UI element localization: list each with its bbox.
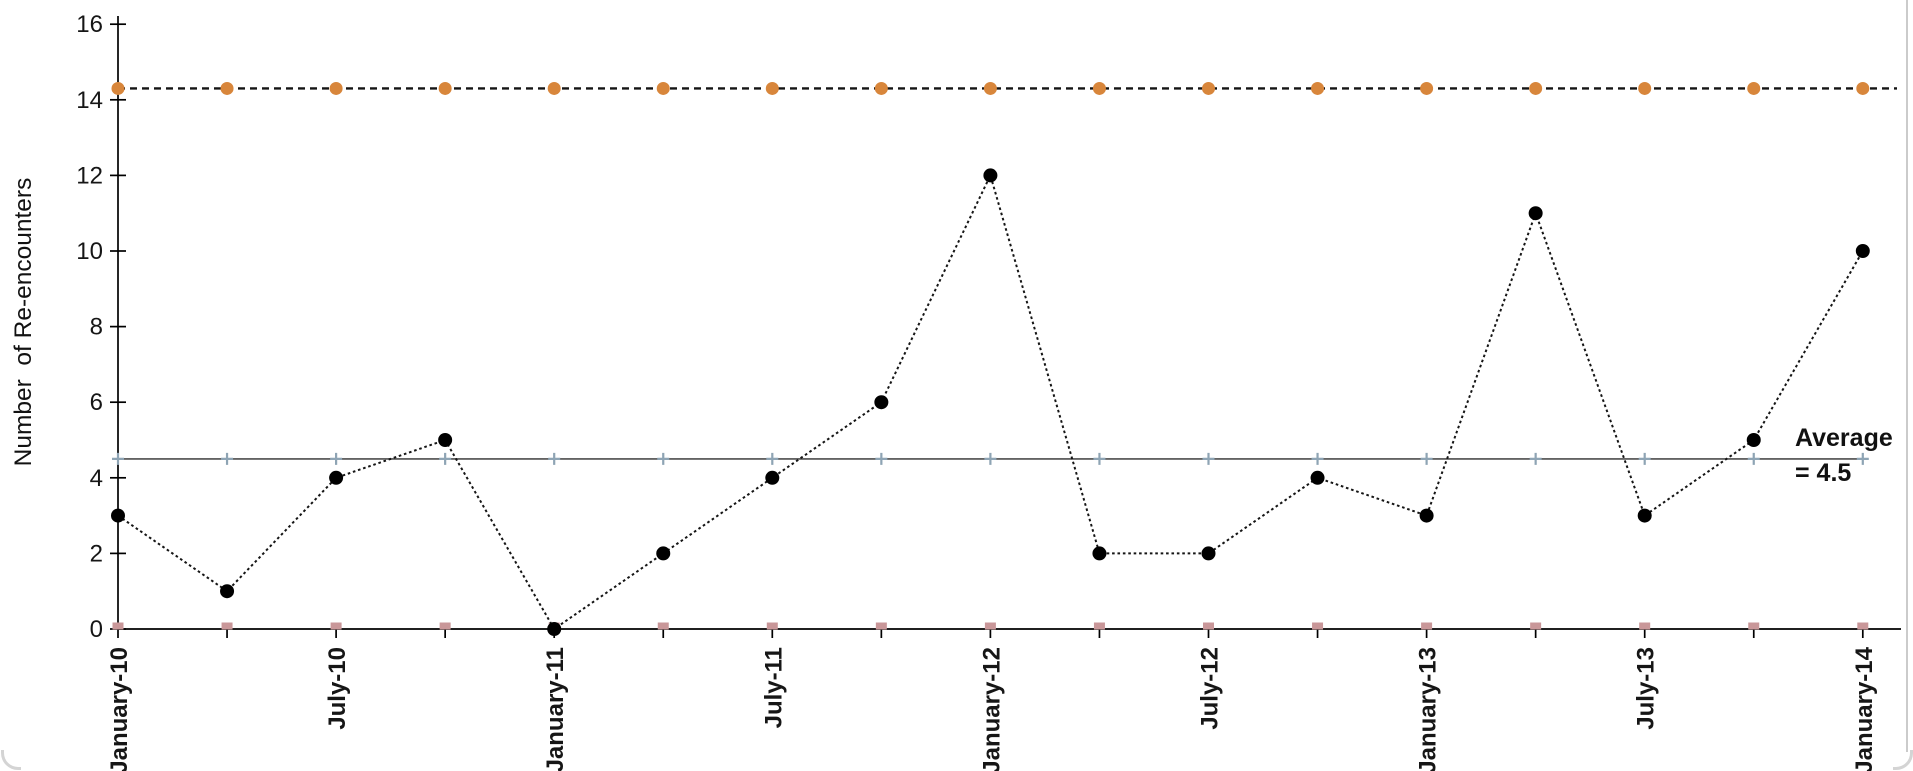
data-point-marker xyxy=(438,433,453,447)
y-tick-label: 16 xyxy=(76,11,103,38)
average-plus-marker xyxy=(221,452,234,465)
window-corner-bottom-left xyxy=(1,750,21,770)
upper-limit-marker xyxy=(547,81,561,95)
x-tick-label: January-13 xyxy=(1415,647,1442,771)
average-annotation: Average = 4.5 xyxy=(1795,421,1893,491)
upper-limit-marker xyxy=(1420,81,1434,95)
upper-limit-marker xyxy=(1529,81,1543,95)
lower-limit-marker xyxy=(657,622,669,630)
lower-limit-marker xyxy=(112,622,124,630)
average-plus-marker xyxy=(1420,452,1433,465)
upper-limit-marker xyxy=(765,81,779,95)
average-plus-marker xyxy=(548,452,561,465)
data-point-marker xyxy=(1310,470,1325,485)
upper-limit-marker xyxy=(438,81,452,95)
average-plus-marker xyxy=(112,452,124,465)
x-tick-label: January-11 xyxy=(542,647,569,771)
y-tick-label: 4 xyxy=(90,465,103,492)
average-plus-marker xyxy=(657,452,670,465)
data-point-marker xyxy=(111,508,125,523)
x-tick-label: July-13 xyxy=(1633,647,1660,730)
upper-limit-marker xyxy=(1747,81,1761,95)
data-series-line xyxy=(117,172,1864,631)
average-plus-marker xyxy=(1202,452,1215,465)
lower-limit-marker xyxy=(1857,622,1869,630)
lower-limit-marker xyxy=(1421,622,1433,630)
average-annotation-line1: Average xyxy=(1795,424,1893,452)
data-point-marker xyxy=(874,395,889,410)
average-annotation-line2: = 4.5 xyxy=(1795,459,1852,487)
upper-limit-marker xyxy=(111,81,125,95)
data-point-marker xyxy=(1855,244,1870,258)
lower-limit-marker xyxy=(1312,622,1324,630)
data-point-marker xyxy=(1746,433,1761,447)
data-point-marker xyxy=(765,470,780,485)
y-tick-label: 6 xyxy=(90,389,103,416)
lower-limit-marker xyxy=(875,622,887,630)
average-plus-marker xyxy=(439,452,452,465)
lower-limit-marker xyxy=(221,622,233,630)
upper-limit-marker xyxy=(1856,81,1870,95)
average-plus-marker xyxy=(330,452,343,465)
average-plus-marker xyxy=(1747,452,1760,465)
average-plus-marker xyxy=(875,452,888,465)
average-plus-marker xyxy=(1529,452,1542,465)
lower-limit-marker xyxy=(330,622,342,630)
data-point-marker xyxy=(220,584,235,599)
upper-limit-marker xyxy=(1638,81,1652,95)
data-point-marker xyxy=(1528,206,1543,221)
lower-limit-marker xyxy=(1530,622,1542,630)
average-plus-marker xyxy=(766,452,779,465)
lower-limit-marker xyxy=(1093,622,1105,630)
x-tick-label: January-14 xyxy=(1851,646,1878,771)
data-point-marker xyxy=(1419,508,1434,523)
y-tick-label: 2 xyxy=(90,540,103,567)
lower-limit-marker xyxy=(766,622,778,630)
upper-limit-marker xyxy=(220,81,234,95)
window-right-edge xyxy=(1906,0,1908,752)
y-tick-label: 10 xyxy=(76,238,103,265)
y-tick-label: 14 xyxy=(76,87,103,114)
data-point-marker xyxy=(656,546,671,561)
average-plus-marker xyxy=(1311,452,1324,465)
average-plus-marker xyxy=(984,452,997,465)
data-point-marker xyxy=(1201,546,1216,561)
y-tick-label: 12 xyxy=(76,162,103,189)
data-point-marker xyxy=(1092,546,1107,561)
lower-limit-marker xyxy=(1203,622,1214,630)
x-tick-label: January-10 xyxy=(106,647,133,771)
data-point-marker xyxy=(983,168,998,183)
x-tick-label: January-12 xyxy=(978,647,1005,771)
y-tick-label: 8 xyxy=(90,314,103,341)
data-point-marker xyxy=(547,622,562,636)
data-point-marker xyxy=(1637,508,1652,523)
lower-limit-marker xyxy=(439,622,451,630)
x-tick-label: July-10 xyxy=(324,647,351,730)
upper-limit-marker xyxy=(1092,81,1106,95)
lower-limit-marker xyxy=(1639,622,1651,630)
average-plus-marker xyxy=(1856,452,1869,465)
data-point-marker xyxy=(329,470,344,485)
upper-limit-marker xyxy=(1202,81,1215,95)
x-tick-label: July-12 xyxy=(1197,647,1224,730)
upper-limit-marker xyxy=(329,81,343,95)
average-plus-marker xyxy=(1093,452,1106,465)
upper-limit-marker xyxy=(656,81,670,95)
upper-limit-marker xyxy=(874,81,888,95)
y-axis-title: Number of Re-encounters xyxy=(10,178,37,467)
upper-limit-marker xyxy=(1311,81,1325,95)
lower-limit-marker xyxy=(1748,622,1760,630)
y-tick-label: 0 xyxy=(90,616,103,643)
upper-limit-marker xyxy=(983,81,997,95)
average-plus-marker xyxy=(1638,452,1651,465)
x-tick-label: July-11 xyxy=(760,647,787,728)
lower-limit-marker xyxy=(984,622,996,630)
